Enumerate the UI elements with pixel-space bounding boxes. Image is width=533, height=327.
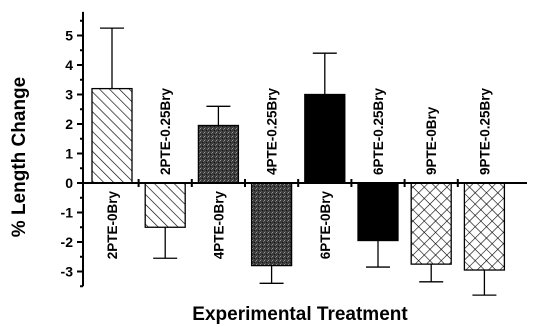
y-tick-label: 0	[65, 175, 73, 191]
category-label: 4PTE-0Bry	[211, 191, 226, 260]
category-label: 9PTE-0Bry	[424, 106, 439, 175]
y-tick-label: 1	[65, 146, 73, 162]
bar	[144, 182, 186, 228]
category-label: 6PTE-0.25Bry	[371, 87, 386, 175]
category-labels: 2PTE-0Bry 2PTE-0.25Bry 4PTE-0Bry 4PTE-0.25B…	[105, 87, 492, 259]
y-tick-label: -1	[61, 205, 74, 221]
category-label: 6PTE-0Bry	[318, 191, 333, 260]
y-axis: -3 -2 -1 0 1 2 3 4 5	[61, 19, 83, 288]
y-tick-label: -3	[61, 264, 74, 280]
category-label: 2PTE-0.25Bry	[158, 87, 173, 175]
bars	[91, 27, 506, 296]
category-label: 9PTE-0.25Bry	[477, 87, 492, 175]
bar	[304, 93, 346, 184]
y-tick-label: -2	[61, 234, 74, 250]
bar	[410, 182, 452, 265]
y-axis-title: % Length Change	[9, 77, 30, 237]
category-label: 2PTE-0Bry	[105, 191, 120, 260]
category-label: 4PTE-0.25Bry	[265, 87, 280, 175]
bar	[250, 182, 293, 267]
bar	[357, 182, 399, 242]
axes	[82, 11, 527, 287]
bar	[197, 124, 240, 184]
y-tick-label: 4	[65, 57, 73, 73]
y-tick-label: 2	[65, 116, 73, 132]
x-axis-title: Experimental Treatment	[192, 304, 408, 325]
y-tick-label: 3	[65, 87, 73, 103]
bar	[91, 87, 133, 184]
y-tick-label: 5	[65, 28, 73, 44]
bar	[463, 182, 506, 271]
